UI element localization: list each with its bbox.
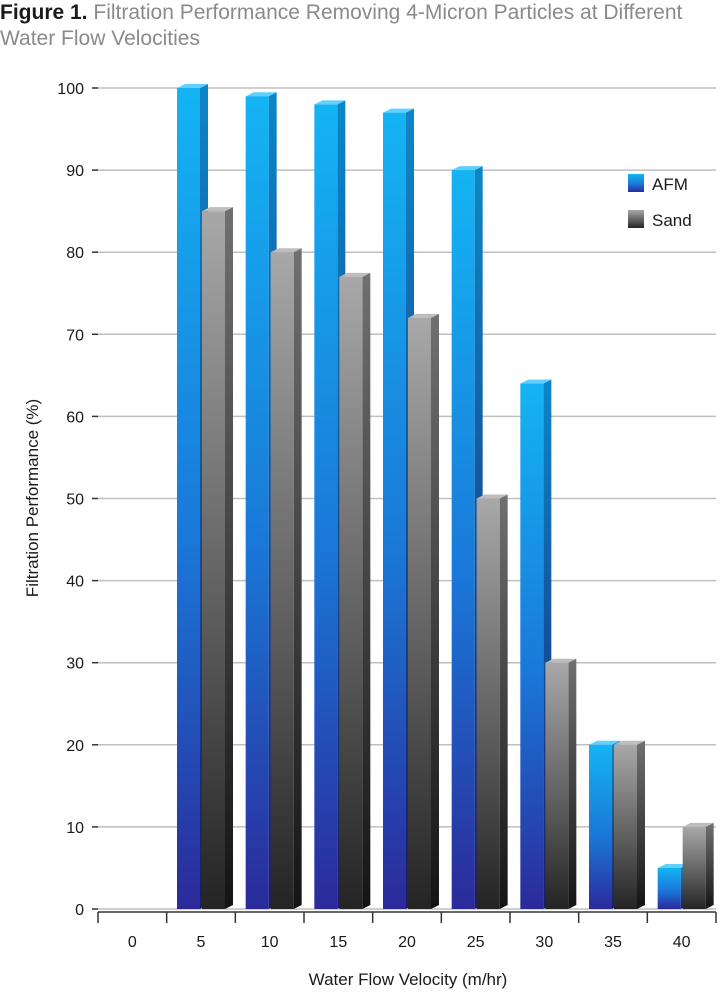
bar-front (682, 826, 706, 909)
x-axis-label: Water Flow Velocity (m/hr) (309, 970, 508, 989)
bar-sand-25 (476, 494, 508, 909)
bar-top (314, 100, 346, 105)
bar-top (589, 740, 620, 745)
bar-sand-30 (545, 658, 577, 909)
figure-title-text: Filtration Performance Removing 4-Micron… (0, 1, 683, 50)
bar-front (520, 383, 544, 909)
y-tick-label: 60 (66, 409, 84, 426)
bar-top (339, 272, 371, 277)
x-tick-label: 10 (261, 934, 279, 951)
bar-front (657, 867, 681, 909)
legend: AFM Sand (628, 174, 692, 230)
x-tick-label: 25 (467, 934, 485, 951)
bar-front (177, 88, 200, 909)
bar-front (545, 662, 569, 909)
legend-label-afm: AFM (652, 175, 688, 194)
bar-top (383, 108, 414, 113)
legend-swatch-sand (628, 210, 644, 228)
bar-front (202, 211, 225, 909)
bar-side (568, 658, 577, 909)
bar-side (637, 740, 645, 909)
bar-front (614, 744, 637, 909)
bar-top (520, 379, 552, 384)
y-tick-label: 90 (66, 163, 84, 180)
bar-front (451, 170, 475, 910)
bar-sand-40 (682, 822, 714, 909)
bar-sand-35 (614, 740, 645, 909)
bar-top (408, 313, 439, 318)
x-tick-label: 0 (128, 934, 137, 951)
y-tick-label: 10 (66, 820, 84, 837)
y-axis-ticks: 0 10 20 30 40 50 60 70 80 90 100 (57, 81, 98, 919)
y-tick-label: 100 (57, 81, 84, 98)
bar-top (270, 248, 302, 253)
bar-top (451, 166, 483, 171)
bar-front (270, 252, 294, 909)
figure-label: Figure 1. (0, 1, 88, 24)
x-tick-label: 15 (329, 934, 347, 951)
x-tick-label: 5 (197, 934, 206, 951)
bar-side (293, 248, 302, 909)
bar-front (314, 104, 338, 910)
x-axis: 0 5 10 15 20 25 30 35 40 (97, 911, 717, 951)
bar-top (657, 863, 689, 868)
x-tick-label: 40 (673, 934, 691, 951)
bar-sand-20 (408, 313, 439, 909)
bar-side (225, 207, 233, 909)
x-tick-label: 35 (604, 934, 622, 951)
y-tick-label: 30 (66, 656, 84, 673)
bar-side (499, 494, 508, 909)
bar-top (202, 207, 233, 212)
y-tick-label: 0 (75, 902, 84, 919)
bar-front (408, 317, 431, 909)
y-tick-label: 70 (66, 327, 84, 344)
bar-sand-5 (202, 207, 233, 909)
bar-side (431, 313, 439, 909)
bar-front (245, 96, 269, 909)
chart-title: Figure 1. Filtration Performance Removin… (0, 0, 720, 52)
legend-swatch-afm (628, 174, 644, 192)
bar-top (245, 92, 277, 97)
y-tick-label: 50 (66, 492, 84, 509)
bar-top (177, 84, 208, 88)
bars (177, 84, 714, 910)
bar-front (476, 498, 500, 909)
y-axis-label: Filtration Performance (%) (23, 399, 42, 597)
bar-front (383, 112, 406, 909)
bar-side (362, 272, 371, 910)
y-tick-label: 80 (66, 245, 84, 262)
bar-top (545, 658, 577, 663)
bar-sand-10 (270, 248, 302, 909)
y-tick-label: 20 (66, 738, 84, 755)
x-tick-label: 30 (535, 934, 553, 951)
bar-sand-15 (339, 272, 371, 910)
bar-front (339, 276, 363, 910)
bar-top (614, 740, 645, 745)
bar-side (705, 822, 714, 909)
bar-top (476, 494, 508, 499)
y-tick-label: 40 (66, 574, 84, 591)
x-tick-label: 20 (398, 934, 416, 951)
bar-top (682, 822, 714, 827)
bar-front (589, 744, 612, 909)
legend-label-sand: Sand (652, 211, 692, 230)
